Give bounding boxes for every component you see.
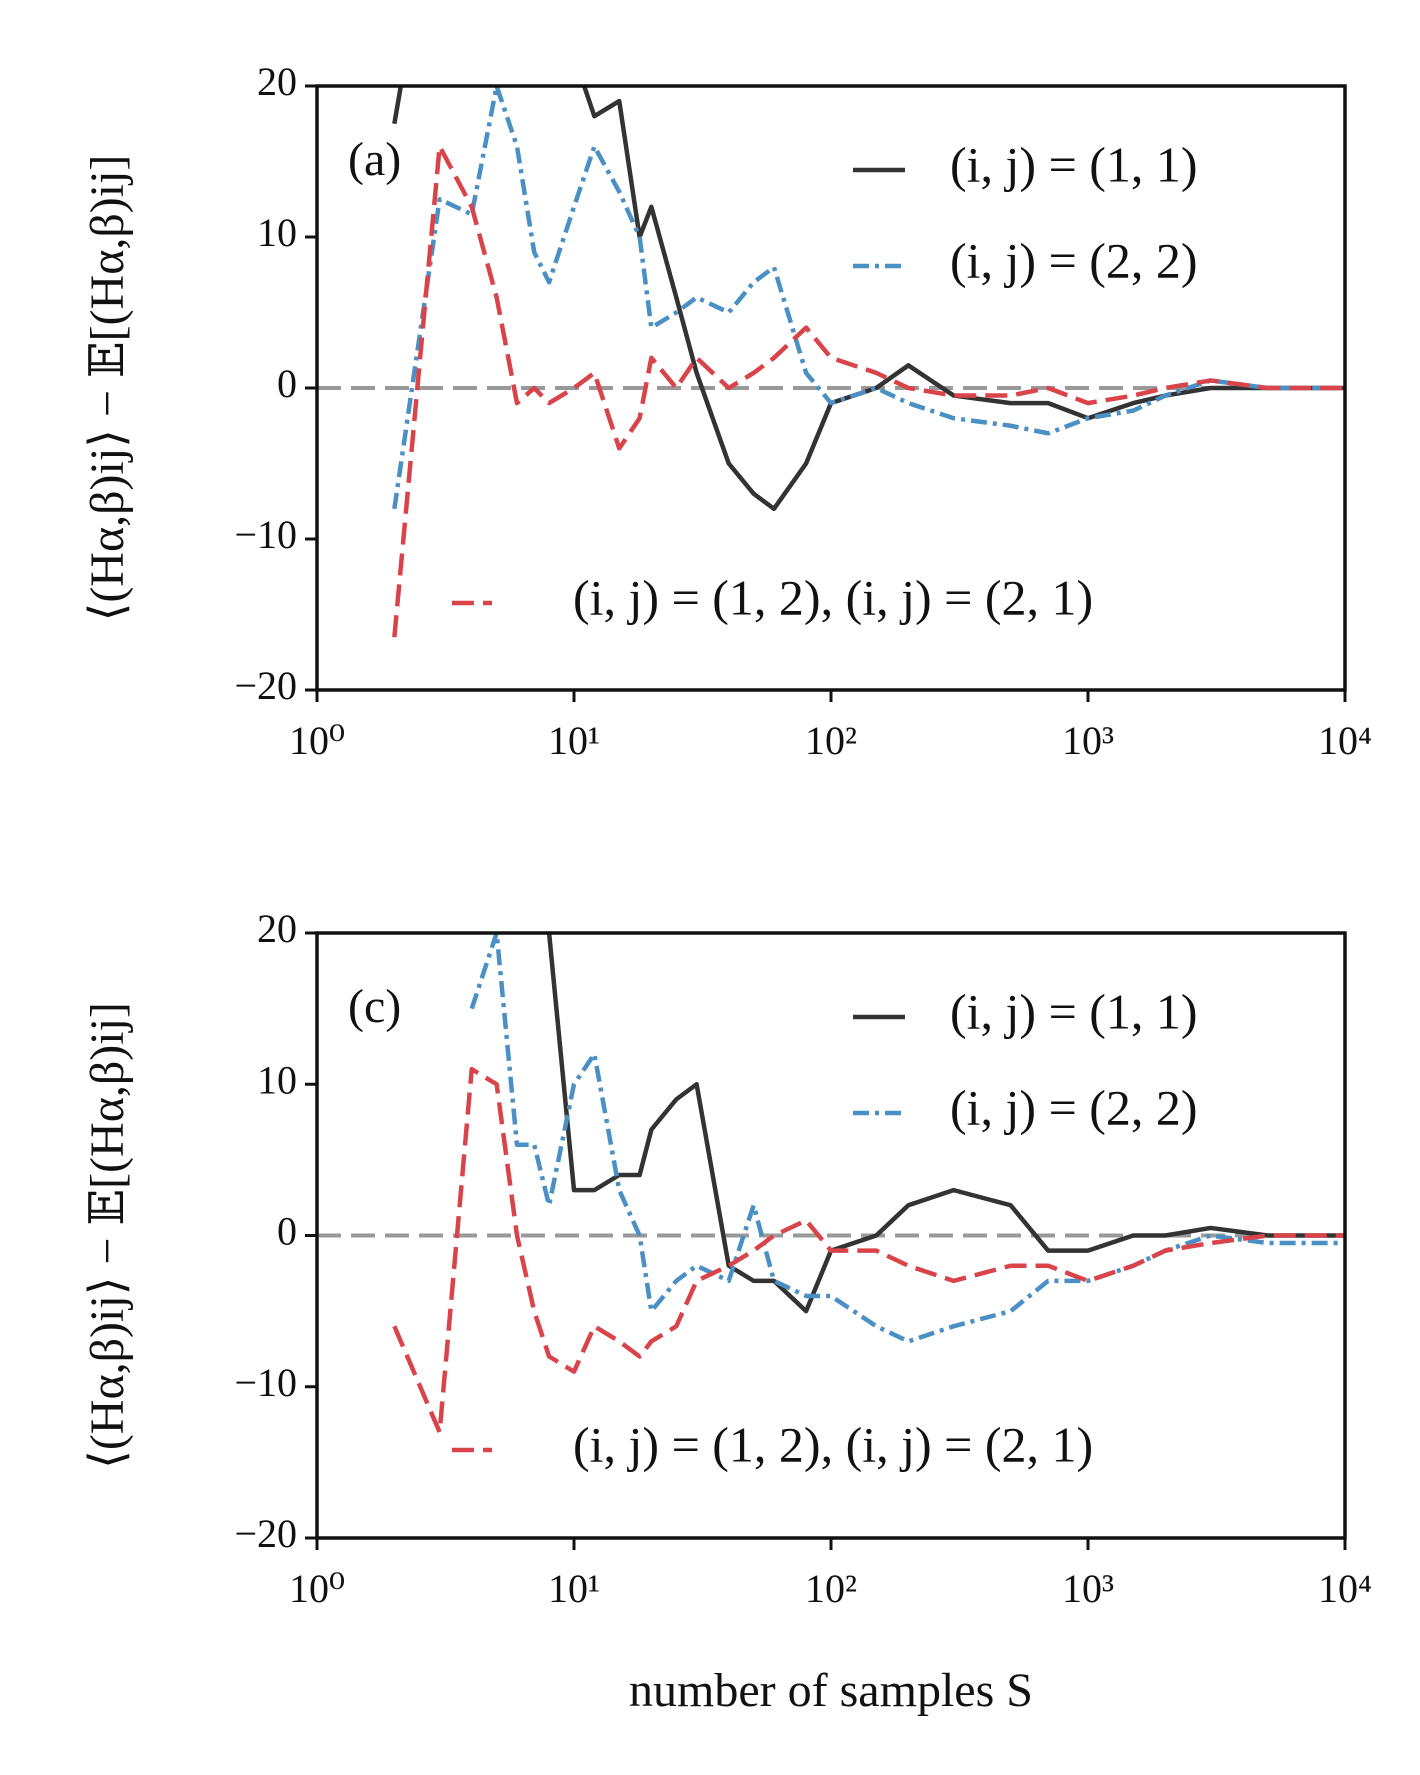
y-tick-label: 10 [257,1057,297,1102]
y-tick-label: −20 [234,1511,297,1556]
plot-frame [315,84,1347,692]
legend-label: (i, j) = (1, 1) [950,983,1198,1039]
data-line [392,144,1345,638]
x-tick-label: 10⁴ [1318,718,1372,763]
x-tick-label: 10¹ [548,718,600,763]
data-line [469,933,1345,1344]
legend-label: (i, j) = (1, 2), (i, j) = (2, 1) [573,1416,1093,1472]
legend-label: (i, j) = (1, 2), (i, j) = (2, 1) [573,569,1093,625]
x-tick-label: 10⁰ [289,1566,345,1611]
y-axis-label: ⟨(Hα,β)ij⟩ − 𝔼[(Hα,β)ij] [81,1002,134,1469]
y-tick-label: −10 [234,512,297,557]
legend-label: (i, j) = (2, 2) [950,232,1198,288]
x-tick-label: 10¹ [548,1566,600,1611]
y-tick-label: 0 [277,361,297,406]
x-tick-label: 10² [805,718,857,763]
y-tick-label: 20 [257,906,297,951]
legend-label: (i, j) = (1, 1) [950,136,1198,192]
panel-label: (a) [348,133,401,186]
plot-area [392,933,1345,1435]
x-tick-label: 10⁰ [289,718,345,763]
y-tick-label: 20 [257,59,297,104]
x-tick-label: 10⁴ [1318,1566,1372,1611]
x-tick-label: 10² [805,1566,857,1611]
data-line [546,933,1345,1314]
plot-frame [315,931,1347,1540]
y-tick-label: 0 [277,1209,297,1254]
y-tick-label: 10 [257,210,297,255]
x-tick-label: 10³ [1062,1566,1114,1611]
y-tick-label: −10 [234,1360,297,1405]
data-line [392,1066,1345,1435]
y-tick-label: −20 [234,663,297,708]
x-axis-label: number of samples S [629,1664,1033,1717]
data-line [392,86,1345,510]
legend-label: (i, j) = (2, 2) [950,1079,1198,1135]
plot-area [392,86,1345,638]
y-axis-label: ⟨(Hα,β)ij⟩ − 𝔼[(Hα,β)ij] [81,155,134,622]
panel-label: (c) [348,980,401,1033]
x-tick-label: 10³ [1062,718,1114,763]
